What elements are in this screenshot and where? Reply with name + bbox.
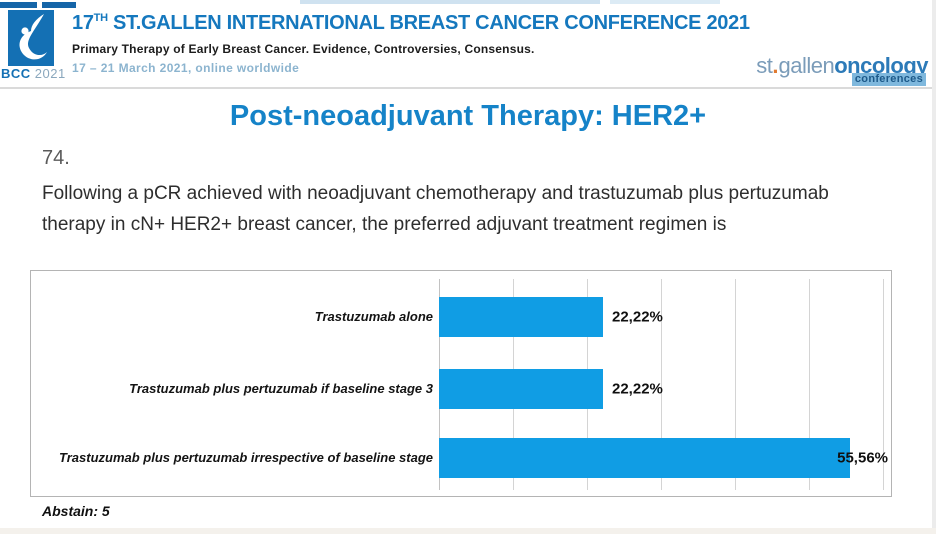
chart-gridline [661,279,662,490]
chart-gridline [883,279,884,490]
chart-bar [439,297,603,337]
abstain-note: Abstain: 5 [42,503,110,519]
bcc-text: BCC [1,66,31,81]
chart-category-label: Trastuzumab alone [314,309,433,324]
bcc-year: 2021 [34,66,66,81]
chart-value-label: 22,22% [612,308,663,326]
logo-conferences: conferences [851,73,926,86]
question-text: Following a pCR achieved with neoadjuvan… [42,183,829,235]
swan-icon [19,14,47,60]
chart-bar [439,438,850,478]
logo-gallen: gallen [778,53,835,78]
chart-value-label: 55,56% [837,449,888,467]
conference-title-number: 17 [72,12,94,34]
chart-bar [439,369,603,409]
artifact-bar [42,2,76,8]
conference-title: 17TH ST.GALLEN INTERNATIONAL BREAST CANC… [72,12,750,35]
chart-gridline [809,279,810,490]
artifact-smear [300,0,600,4]
conference-dates: 17 – 21 March 2021, online worldwide [72,61,300,75]
chart-category-label: Trastuzumab plus pertuzumab irrespective… [59,450,433,465]
logo-dot: . [772,53,779,78]
slide-title: Post-neoadjuvant Therapy: HER2+ [229,100,707,132]
artifact-bar [0,2,37,8]
chart-gridline [735,279,736,490]
conference-header: 17TH ST.GALLEN INTERNATIONAL BREAST CANC… [72,12,750,75]
bcc-logo [8,10,54,66]
conference-title-ordinal: TH [93,12,108,24]
consensus-bar-chart: Trastuzumab alone 22,22% Trastuzumab plus … [30,270,892,497]
stgallen-oncology-logo: st.gallenoncology conferences [756,53,928,86]
video-edge-right [932,0,936,534]
chart-value-label: 22,22% [612,380,663,398]
question-number: 74. [42,147,70,169]
header-divider [0,87,936,89]
video-edge-artifact [0,0,936,9]
chart-category-label: Trastuzumab plus pertuzumab if baseline … [129,381,433,396]
artifact-smear [610,0,720,4]
conference-subtitle: Primary Therapy of Early Breast Cancer. … [72,42,535,56]
logo-st: st [756,53,773,78]
bcc-logo-caption: BCC 2021 [1,66,71,81]
video-edge-bottom [0,528,936,534]
conference-title-rest: ST.GALLEN INTERNATIONAL BREAST CANCER CO… [107,12,750,34]
